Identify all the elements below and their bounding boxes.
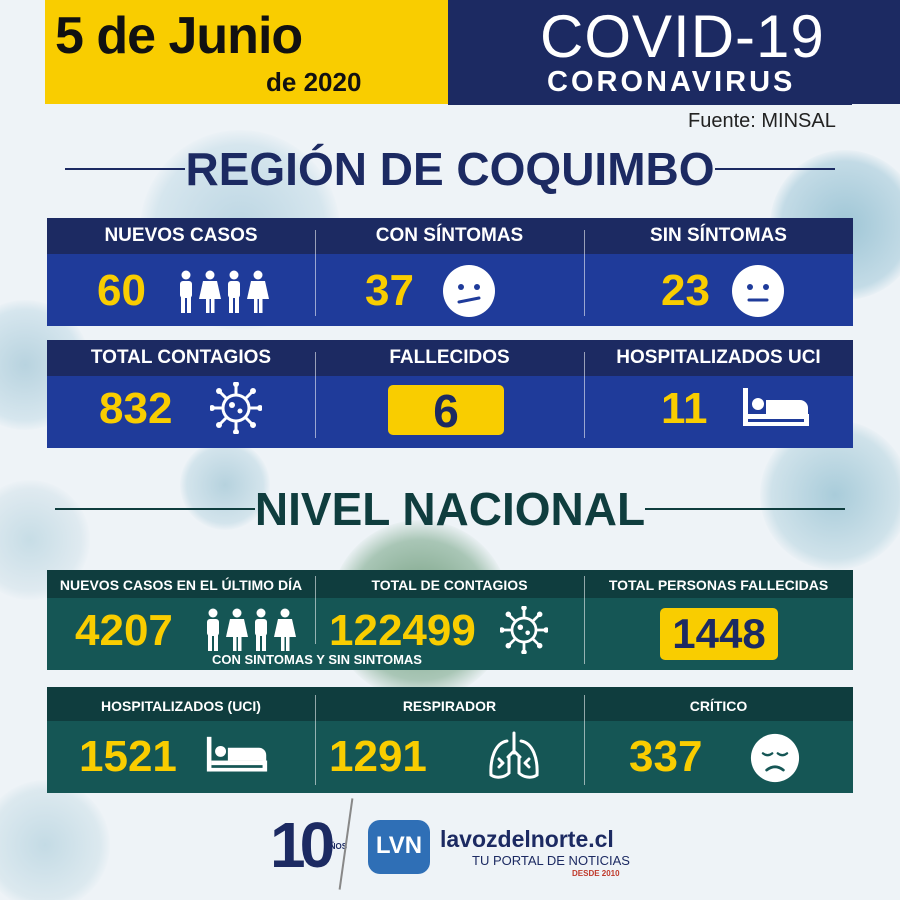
divider [315, 576, 316, 644]
stat-label: RESPIRADOR [402, 698, 497, 714]
divider [584, 352, 585, 438]
title-panel [448, 0, 900, 104]
sad-face-icon [750, 733, 800, 783]
stat-label: HOSPITALIZADOS UCI [616, 347, 821, 368]
date-panel [45, 0, 448, 104]
stat-value: 11 [661, 384, 708, 433]
highlight-box [388, 385, 504, 435]
lvn-logo-letters: LVN [375, 832, 423, 859]
header-underline [448, 103, 852, 105]
stat-value: 832 [99, 384, 173, 433]
section-line-right [645, 508, 845, 510]
header: 5 de Junio de 2020 COVID-19 CORONAVIRUS [0, 0, 900, 104]
year-label: de 2020 [266, 67, 362, 97]
people-icon [207, 608, 296, 651]
virus-decoration-icon [0, 780, 110, 900]
virus-icon [500, 606, 548, 654]
divider [584, 695, 585, 785]
stat-label: CRÍTICO [689, 698, 748, 714]
stat-value: 23 [661, 266, 710, 315]
panel-header [47, 687, 853, 721]
stat-label: SIN SÍNTOMAS [650, 225, 787, 246]
site-name: lavozdelnorte.cl [440, 826, 614, 852]
panel-header [47, 218, 853, 254]
region-panel-2: TOTAL CONTAGIOS 832 FALLECIDOS 6 HOSPITA… [47, 340, 853, 448]
page-title: COVID-19 [540, 3, 825, 70]
stat-label: FALLECIDOS [389, 347, 510, 368]
anniversary-logo: 10 AÑOS [268, 809, 358, 882]
divider [315, 352, 316, 438]
neutral-face-icon [732, 265, 784, 317]
site-tagline: TU PORTAL DE NOTICIAS [472, 853, 630, 868]
divider [315, 230, 316, 316]
highlight-box [660, 608, 778, 660]
panel-header [47, 570, 853, 598]
anniversary-number: 10 [270, 809, 335, 881]
stat-value: 6 [433, 385, 459, 437]
section-line-left [65, 168, 185, 170]
national-panel-1: NUEVOS CASOS EN EL ÚLTIMO DÍA 4207 TOTAL… [47, 570, 853, 670]
page-subtitle: CORONAVIRUS [547, 66, 796, 98]
region-panel-1: NUEVOS CASOS 60 CON SÍNTOMAS 37 SIN SÍNT… [47, 218, 853, 326]
divider [315, 695, 316, 785]
site-since: DESDE 2010 [572, 869, 620, 878]
stat-value: 1521 [79, 732, 177, 781]
virus-decoration-icon [180, 440, 270, 530]
divider [584, 576, 585, 664]
stat-label: TOTAL PERSONAS FALLECIDAS [608, 577, 829, 593]
section-line-right [715, 168, 835, 170]
panel-body [47, 721, 853, 793]
stat-label: TOTAL CONTAGIOS [90, 347, 272, 368]
lungs-icon [489, 731, 539, 779]
stat-label: NUEVOS CASOS EN EL ÚLTIMO DÍA [59, 577, 303, 593]
panel-header [47, 340, 853, 376]
stat-value: 337 [629, 732, 703, 781]
virus-icon [210, 382, 262, 434]
section-line-left [55, 508, 255, 510]
stat-label: TOTAL DE CONTAGIOS [371, 577, 528, 593]
divider [584, 230, 585, 316]
stat-value: 1291 [329, 732, 427, 781]
stat-label: CON SÍNTOMAS [375, 225, 524, 246]
people-icon [180, 270, 269, 313]
stat-value: 4207 [75, 606, 173, 655]
region-title: REGIÓN DE COQUIMBO [185, 143, 715, 195]
national-title: NIVEL NACIONAL [254, 483, 646, 535]
sick-face-icon [443, 265, 495, 317]
national-note: CON SINTOMAS Y SIN SINTOMAS [212, 652, 422, 667]
stat-label: HOSPITALIZADOS (UCI) [101, 698, 261, 714]
hospital-bed-icon [743, 388, 809, 426]
stat-value: 122499 [329, 606, 476, 655]
anniversary-word: AÑOS [324, 842, 348, 851]
stat-value: 37 [365, 266, 414, 315]
lvn-logo [368, 820, 430, 874]
stat-label: NUEVOS CASOS [104, 225, 258, 246]
hospital-bed-icon [206, 736, 268, 772]
source-label: Fuente: MINSAL [688, 110, 836, 132]
stat-value: 60 [97, 266, 146, 315]
stat-value: 1448 [672, 610, 766, 657]
date-label: 5 de Junio [55, 7, 303, 65]
national-panel-2: HOSPITALIZADOS (UCI) 1521 RESPIRADOR 129… [47, 687, 853, 793]
